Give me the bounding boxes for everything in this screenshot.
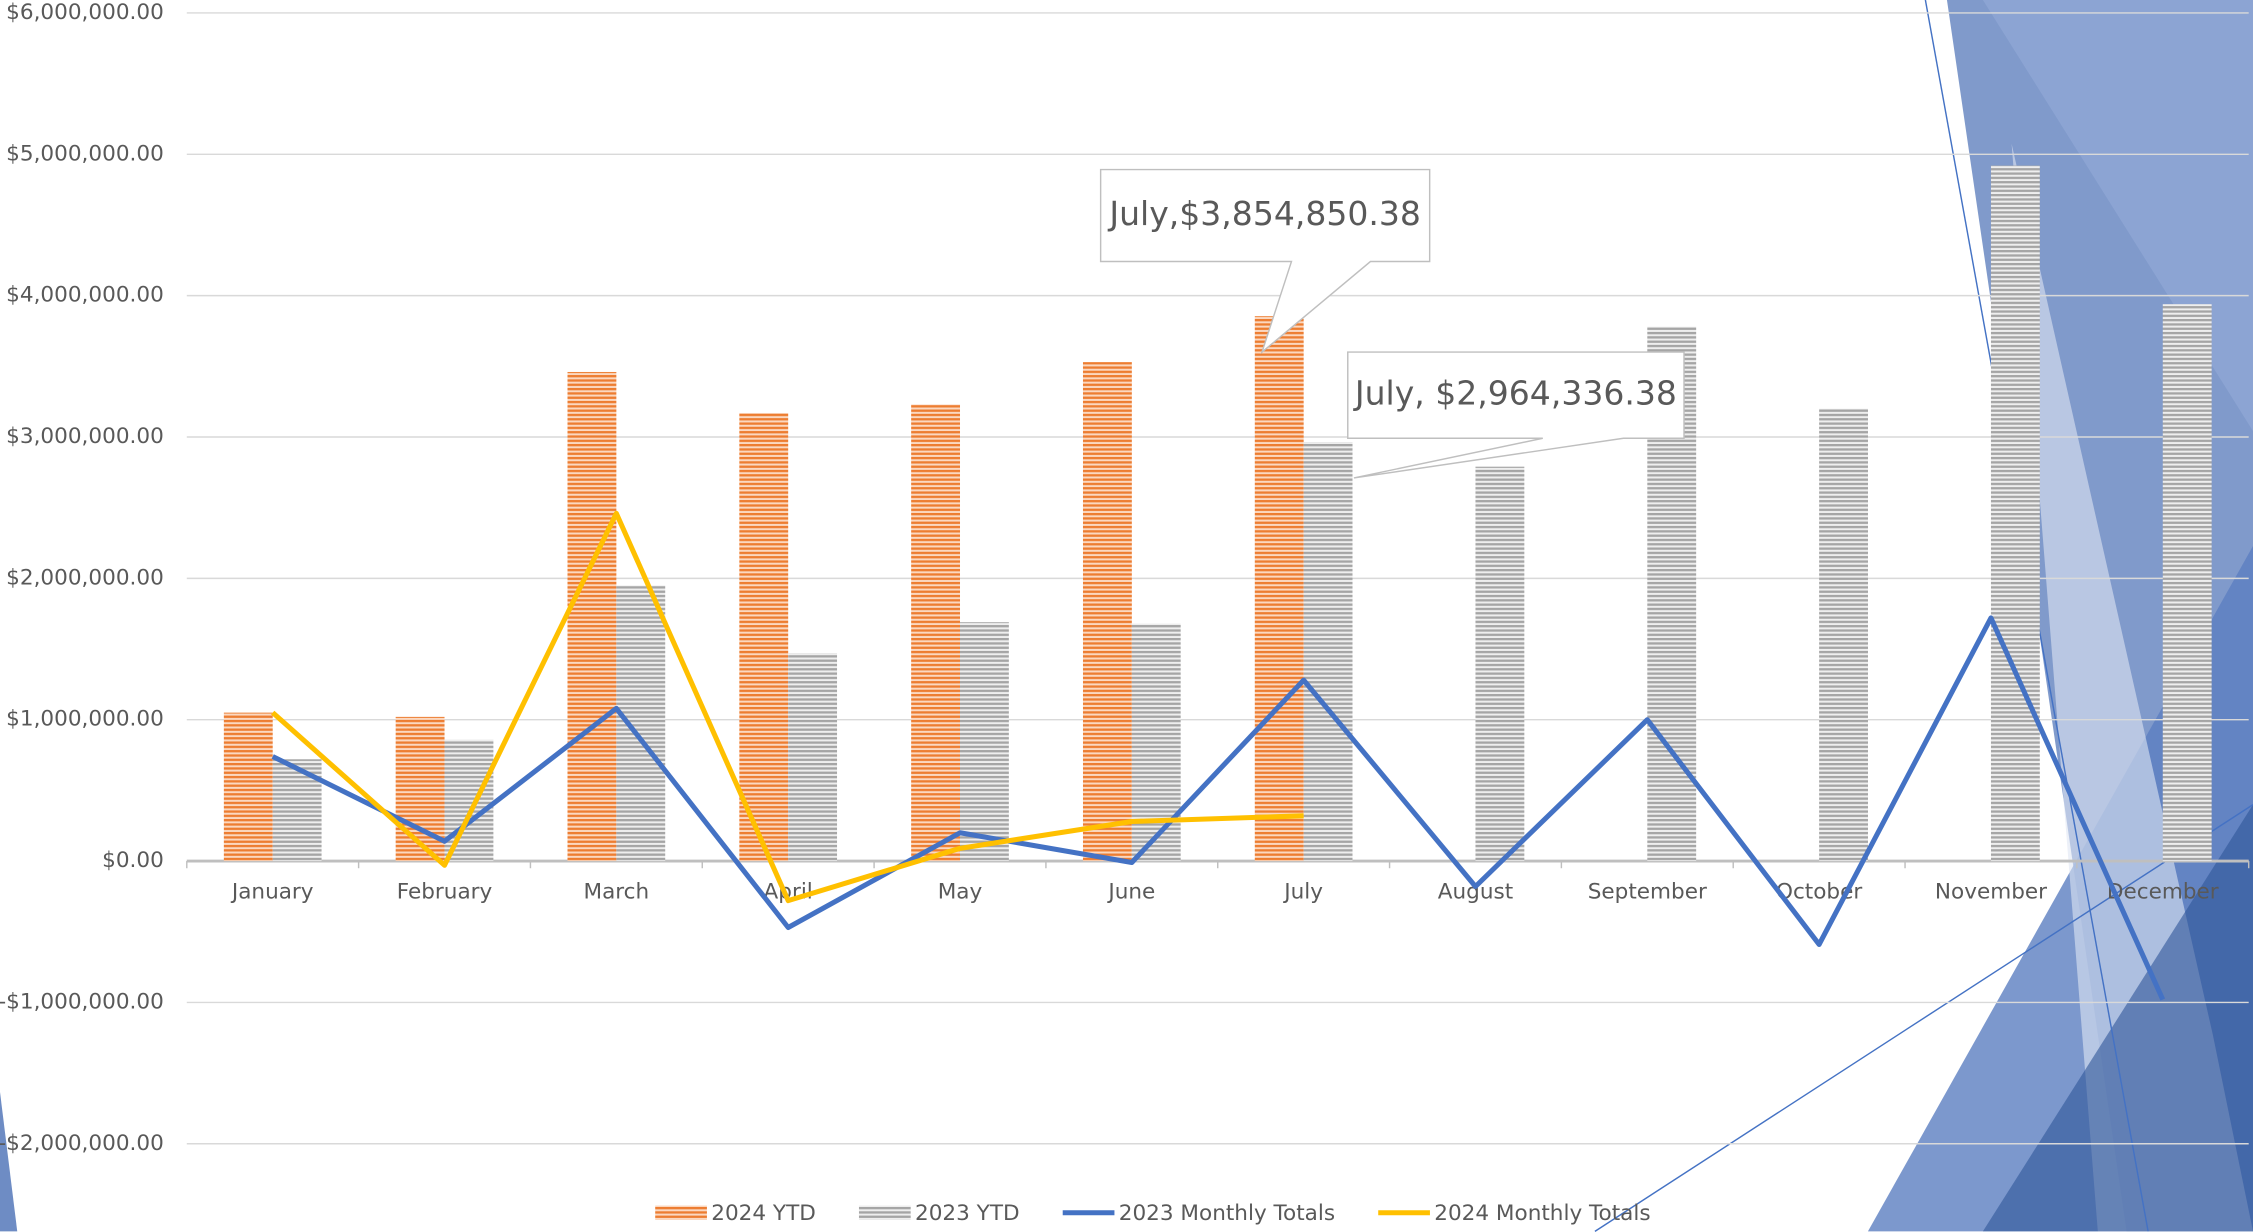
- legend-label: 2024 Monthly Totals: [1434, 1201, 1650, 1226]
- callout: July, $2,964,336.38: [1347, 351, 1685, 479]
- y-tick-label: -$2,000,000.00: [0, 1131, 164, 1156]
- callout-box: [1347, 351, 1685, 479]
- bar: [1131, 623, 1181, 862]
- bar: [1475, 466, 1525, 862]
- x-tick-label: November: [1935, 879, 2047, 904]
- bar: [1303, 442, 1353, 862]
- callout: July,$3,854,850.38: [1099, 168, 1431, 355]
- callout-box: [1099, 168, 1431, 355]
- line-series: [271, 615, 2166, 1001]
- data-label: July,$3,854,850.38: [1107, 194, 1421, 233]
- bar: [444, 739, 494, 862]
- bar: [1254, 316, 1304, 862]
- bar: [223, 712, 273, 862]
- x-tick-label: June: [1106, 879, 1155, 904]
- bar: [1082, 362, 1132, 862]
- y-tick-label: $2,000,000.00: [6, 565, 164, 590]
- legend-swatch: [858, 1205, 911, 1220]
- legend-swatch: [655, 1205, 707, 1220]
- bar: [1819, 408, 1868, 862]
- legend-label: 2024 YTD: [711, 1201, 816, 1226]
- x-tick-label: September: [1588, 879, 1707, 904]
- legend-label: 2023 YTD: [915, 1201, 1020, 1226]
- bar: [960, 622, 1009, 862]
- y-tick-label: $6,000,000.00: [6, 0, 164, 25]
- x-tick-label: March: [584, 879, 650, 904]
- y-tick-label: $5,000,000.00: [6, 141, 164, 166]
- y-tick-label: $4,000,000.00: [6, 283, 164, 308]
- bar: [911, 404, 961, 862]
- x-tick-label: May: [938, 879, 983, 904]
- y-tick-label: $0.00: [102, 848, 164, 873]
- bar: [788, 653, 838, 862]
- y-tick-label: $3,000,000.00: [6, 424, 164, 449]
- y-tick-label: -$1,000,000.00: [0, 989, 164, 1014]
- x-tick-label: February: [397, 879, 493, 904]
- x-tick-label: July: [1282, 879, 1323, 904]
- line-series: [271, 510, 1304, 904]
- bar: [567, 371, 617, 862]
- x-tick-label: January: [230, 879, 314, 904]
- y-tick-label: $1,000,000.00: [6, 707, 164, 732]
- x-tick-label: December: [2107, 879, 2219, 904]
- bar: [616, 585, 666, 862]
- bar: [2162, 304, 2212, 862]
- data-label: July, $2,964,336.38: [1353, 374, 1677, 413]
- bar: [1990, 165, 2040, 862]
- legend-label: 2023 Monthly Totals: [1119, 1201, 1335, 1226]
- bar: [739, 412, 789, 862]
